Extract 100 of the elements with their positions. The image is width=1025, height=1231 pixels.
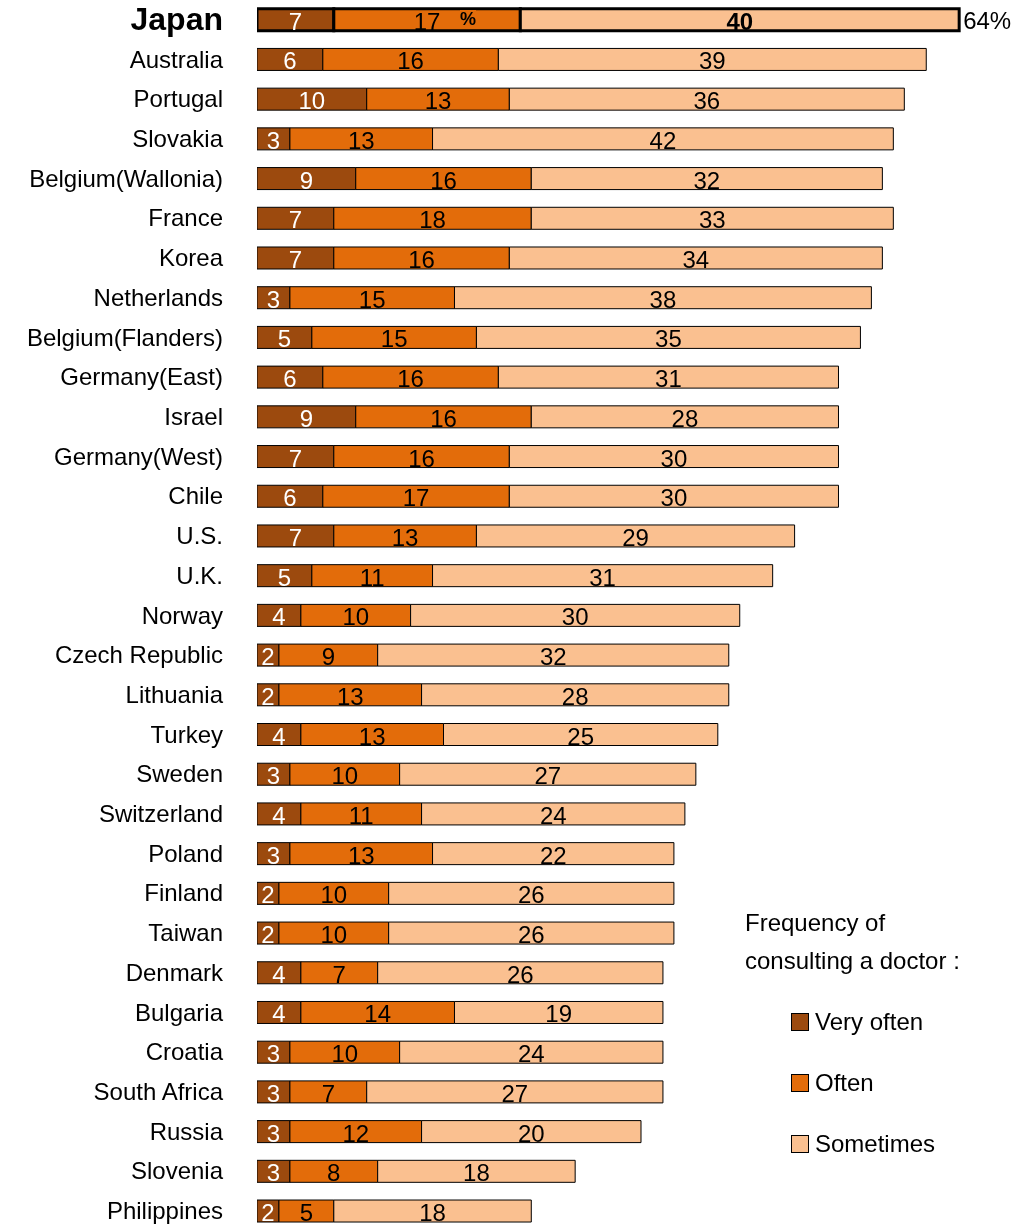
data-label: 13: [358, 722, 386, 750]
data-label: 6: [283, 47, 297, 75]
data-label: 42: [649, 126, 677, 154]
data-label: 2: [261, 1199, 275, 1227]
data-label: 13: [347, 841, 375, 869]
data-label: 26: [506, 960, 534, 988]
data-label: 15: [380, 325, 408, 353]
data-label: 4: [272, 960, 286, 988]
data-label: 38: [649, 285, 677, 313]
y-tick-label: Israel: [164, 402, 223, 430]
data-label: 20: [517, 1119, 545, 1147]
data-label: 24: [539, 801, 567, 829]
data-label: 14: [364, 1000, 392, 1028]
data-label: 10: [331, 762, 359, 790]
data-label: 35: [655, 325, 682, 353]
data-label: 18: [463, 1159, 490, 1187]
y-tick-label: Portugal: [133, 85, 223, 113]
data-label: 33: [698, 206, 726, 234]
y-tick-label: U.K.: [176, 561, 223, 589]
data-label: 16: [430, 166, 457, 194]
data-label: 17: [402, 484, 430, 512]
data-label: 40: [726, 7, 754, 35]
data-label: 13: [347, 126, 375, 154]
data-label: 9: [321, 643, 335, 671]
y-tick-label: Czech Republic: [54, 641, 223, 669]
data-label: 27: [534, 762, 562, 790]
data-label: 28: [671, 404, 699, 432]
data-label: 31: [589, 563, 616, 591]
y-tick-label: Denmark: [125, 958, 224, 986]
data-label: 26: [517, 881, 545, 909]
data-label: 16: [430, 404, 457, 432]
data-label: 7: [321, 1079, 335, 1107]
data-label: 5: [277, 563, 292, 591]
y-tick-label: Russia: [149, 1117, 224, 1145]
y-tick-label: Bulgaria: [134, 998, 224, 1026]
y-tick-label: Korea: [158, 244, 224, 272]
data-label: 6: [283, 365, 297, 393]
legend-label: Sometimes: [815, 1130, 936, 1158]
y-tick-label: Taiwan: [148, 919, 223, 947]
data-label: 3: [266, 1159, 281, 1187]
data-label: 17: [413, 7, 441, 35]
data-label: 3: [266, 1119, 281, 1147]
data-label: 19: [545, 1000, 573, 1028]
y-tick-label: Germany(East): [60, 363, 223, 391]
data-label: 4: [272, 1000, 286, 1028]
y-tick-label: France: [148, 204, 223, 232]
data-label: 13: [424, 87, 452, 115]
y-tick-label: Germany(West): [54, 442, 223, 470]
data-label: 3: [266, 126, 281, 154]
data-label: 7: [288, 206, 303, 234]
data-label: 7: [288, 444, 303, 472]
data-label: 2: [261, 643, 275, 671]
data-label: 16: [408, 444, 435, 472]
data-label: 8: [327, 1159, 341, 1187]
y-tick-label: Norway: [141, 601, 223, 629]
data-label: 30: [660, 484, 688, 512]
data-label: 3: [266, 841, 281, 869]
y-tick-label: Turkey: [150, 720, 223, 748]
data-label: 4: [272, 603, 286, 631]
data-label: 18: [419, 206, 446, 234]
data-label: 7: [288, 245, 303, 273]
data-label: 12: [342, 1119, 370, 1147]
y-tick-label: Japan: [130, 0, 223, 37]
data-label: 7: [332, 960, 346, 988]
data-label: 10: [342, 603, 370, 631]
data-label: 18: [419, 1199, 446, 1227]
y-tick-label: Slovakia: [132, 124, 224, 152]
data-label: 3: [266, 762, 281, 790]
data-label: 3: [266, 285, 281, 313]
y-tick-label: Sweden: [136, 760, 223, 788]
data-label: 22: [539, 841, 567, 869]
data-label: 3: [266, 1079, 281, 1107]
data-label: 27: [501, 1079, 529, 1107]
annotation: 64%: [963, 6, 1012, 34]
y-tick-label: Chile: [168, 482, 223, 510]
data-label: 2: [261, 881, 275, 909]
data-label: 32: [539, 643, 567, 671]
data-label: 9: [299, 166, 314, 194]
data-label: 4: [272, 801, 286, 829]
legend-label: Often: [815, 1069, 874, 1097]
data-label: 26: [517, 921, 545, 949]
data-label: 5: [299, 1199, 314, 1227]
data-label: 31: [655, 365, 682, 393]
data-label: 16: [408, 245, 435, 273]
data-label: 5: [277, 325, 292, 353]
data-label: 10: [320, 921, 348, 949]
annotation: %: [460, 9, 477, 29]
data-label: 10: [298, 87, 326, 115]
data-label: 36: [693, 87, 721, 115]
y-tick-label: Poland: [148, 839, 223, 867]
data-label: 30: [660, 444, 688, 472]
data-label: 9: [299, 404, 314, 432]
data-label: 16: [397, 47, 424, 75]
data-label: 25: [567, 722, 595, 750]
data-label: 7: [288, 7, 303, 35]
data-label: 2: [261, 682, 275, 710]
y-tick-label: Croatia: [145, 1038, 224, 1066]
data-label: 13: [336, 682, 364, 710]
legend-title: Frequency of consulting a doctor :: [745, 908, 961, 976]
data-label: 16: [397, 365, 424, 393]
